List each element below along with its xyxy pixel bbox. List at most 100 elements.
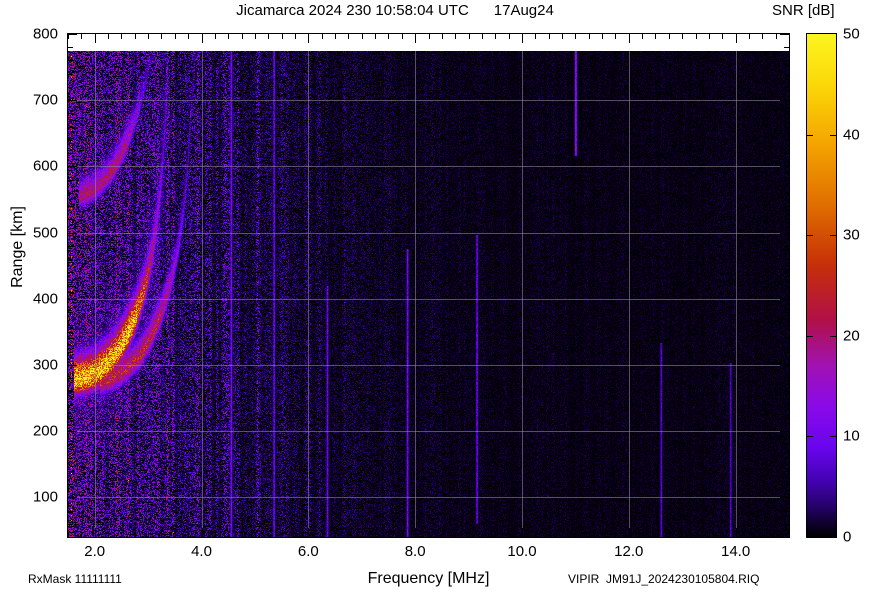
x-axis-tick (175, 34, 176, 39)
y-axis-title: Range [km] (9, 206, 26, 288)
y-axis-tick (68, 140, 73, 141)
colorbar-tick-label: 50 (843, 25, 860, 43)
y-axis-tick (780, 233, 789, 234)
x-axis-tick (362, 532, 363, 537)
x-axis-tick (642, 532, 643, 537)
y-axis-tick (784, 511, 789, 512)
x-axis-tick (696, 34, 697, 39)
y-tick-label: 400 (32, 290, 58, 308)
x-axis-tick (202, 34, 203, 43)
x-axis-tick (135, 532, 136, 537)
x-tick-label: 12.0 (614, 543, 644, 560)
y-axis-tick (780, 299, 789, 300)
colorbar-tick-label: 30 (843, 226, 860, 244)
y-axis-tick (784, 325, 789, 326)
x-axis-tick (682, 34, 683, 39)
y-axis-tick (68, 272, 73, 273)
colorbar-tick-label: 10 (843, 427, 860, 445)
y-axis-tick (784, 418, 789, 419)
colorbar-tick-label: 20 (843, 327, 860, 345)
x-axis-tick (629, 34, 630, 43)
x-axis-tick (108, 532, 109, 537)
x-axis-tick (415, 34, 416, 43)
x-axis-tick (655, 34, 656, 39)
x-axis-tick (615, 532, 616, 537)
x-axis-tick (268, 532, 269, 537)
x-axis-tick (242, 532, 243, 537)
x-tick-label: 6.0 (297, 543, 319, 560)
x-axis-tick (469, 34, 470, 39)
colorbar-tick (806, 235, 813, 236)
y-axis-tick (68, 391, 73, 392)
x-axis-tick (135, 34, 136, 39)
x-axis-tick (736, 528, 737, 537)
x-axis-tick (295, 532, 296, 537)
y-axis-tick (68, 153, 73, 154)
y-axis-tick (68, 219, 73, 220)
x-axis-tick (429, 34, 430, 39)
y-axis-tick (784, 312, 789, 313)
x-axis-tick (282, 34, 283, 39)
y-axis-tick (784, 219, 789, 220)
y-axis-tick (784, 458, 789, 459)
x-axis-tick (669, 34, 670, 39)
x-tick-label: 2.0 (84, 543, 106, 560)
colorbar-tick (830, 336, 837, 337)
x-axis-title: Frequency [MHz] (367, 570, 490, 587)
x-axis-tick (308, 528, 309, 537)
ionogram-plot-frame (67, 33, 790, 538)
y-tick-label: 100 (32, 488, 58, 506)
y-axis-tick (68, 537, 73, 538)
y-axis-tick (784, 60, 789, 61)
x-axis-tick (348, 532, 349, 537)
x-axis-tick (68, 532, 69, 537)
y-axis-tick (784, 444, 789, 445)
y-axis-tick (68, 325, 73, 326)
y-axis-tick (68, 312, 73, 313)
x-axis-tick (375, 34, 376, 39)
colorbar-tick (830, 436, 837, 437)
y-axis-tick (784, 352, 789, 353)
x-axis-tick (655, 532, 656, 537)
x-axis-tick (615, 34, 616, 39)
x-axis-tick (575, 532, 576, 537)
x-axis-tick (188, 532, 189, 537)
x-axis-tick (495, 34, 496, 39)
x-axis-tick (669, 532, 670, 537)
y-axis-tick (68, 405, 73, 406)
x-axis-tick (402, 34, 403, 39)
rxmask-label: RxMask 11111111 (28, 572, 122, 586)
y-axis-tick (784, 193, 789, 194)
y-axis-tick (68, 418, 73, 419)
x-axis-tick (722, 532, 723, 537)
x-axis-tick (388, 532, 389, 537)
x-axis-tick (509, 532, 510, 537)
y-axis-tick (68, 444, 73, 445)
x-axis-tick (295, 34, 296, 39)
x-axis-tick (602, 34, 603, 39)
x-axis-tick (81, 532, 82, 537)
y-axis-tick (780, 431, 789, 432)
x-axis-tick (202, 528, 203, 537)
x-axis-tick (228, 34, 229, 39)
y-axis-tick (68, 338, 73, 339)
y-axis-tick (68, 206, 73, 207)
x-tick-label: 4.0 (191, 543, 212, 560)
y-axis-tick (68, 299, 77, 300)
page-title: Jicamarca 2024 230 10:58:04 UTC 17Aug24 (236, 2, 554, 19)
x-axis-tick (442, 532, 443, 537)
y-axis-tick (784, 113, 789, 114)
y-axis-tick (780, 34, 789, 35)
y-axis-tick (68, 378, 73, 379)
y-axis-tick (68, 127, 73, 128)
colorbar-tick-label: 40 (843, 126, 860, 144)
x-axis-tick (161, 34, 162, 39)
x-axis-tick (629, 528, 630, 537)
colorbar-tick (806, 436, 813, 437)
y-axis-tick (68, 60, 73, 61)
x-axis-tick (535, 532, 536, 537)
y-tick-label: 800 (32, 25, 58, 43)
x-axis-tick (215, 532, 216, 537)
x-axis-tick (749, 34, 750, 39)
x-tick-label: 8.0 (404, 543, 426, 560)
